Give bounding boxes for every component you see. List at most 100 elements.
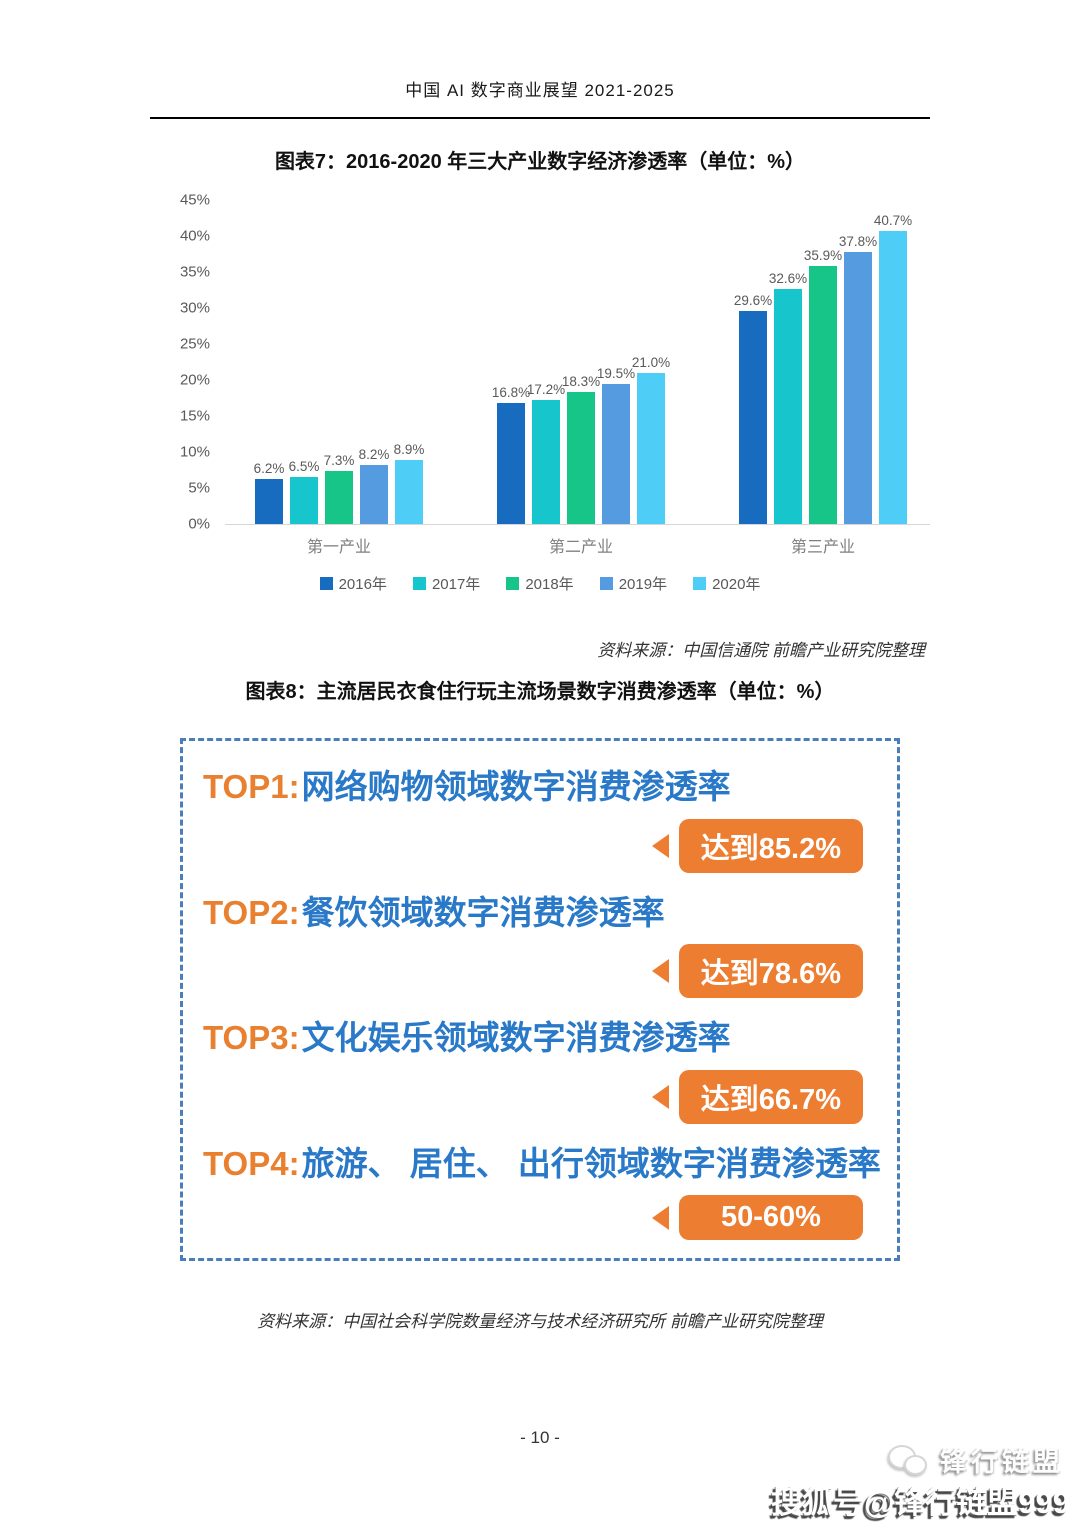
bar-group: 16.8% 17.2% 18.3% 19.5% 21.0% <box>492 355 670 524</box>
bar-chart: 45% 40% 35% 30% 25% 20% 15% 10% 5% 0% 6.2% 6.5% 7.3… <box>150 192 930 557</box>
bar-2019年-第一产业: 8.2% <box>358 446 390 524</box>
y-axis: 45% 40% 35% 30% 25% 20% 15% 10% 5% 0% <box>150 192 225 533</box>
bar-value-label: 35.9% <box>803 247 843 263</box>
category-label: 第一产业 <box>306 539 371 556</box>
legend-item: 2020年 <box>693 573 760 594</box>
bar <box>879 230 907 524</box>
badge-row: 达到66.7% <box>203 1069 863 1124</box>
bar-value-label: 29.6% <box>733 292 773 308</box>
bar-value-label: 40.7% <box>873 212 913 228</box>
plot-area: 6.2% 6.5% 7.3% 8.2% 8.9% 16.8% 17.2% 18.3% 19.5%… <box>225 200 930 525</box>
figure8-source: 资料来源：中国社会科学院数量经济与技术经济研究所 前瞻产业研究院整理 <box>257 1312 823 1332</box>
bar-2019年-第二产业: 19.5% <box>597 366 635 524</box>
watermark-brand-text: 锋行链盟 <box>940 1447 1064 1477</box>
y-axis-tick: 15% <box>179 407 210 425</box>
bar <box>395 459 423 524</box>
plot-wrap: 6.2% 6.5% 7.3% 8.2% 8.9% 16.8% 17.2% 18.3% 19.5%… <box>225 200 930 557</box>
top-item-label: 旅游、 居住、 出行领域数字消费渗透率 <box>301 1144 881 1182</box>
bar <box>497 403 525 524</box>
y-axis-tick: 45% <box>179 191 210 209</box>
bar <box>637 372 665 524</box>
bar-2017年-第一产业: 6.5% <box>288 459 320 524</box>
legend-label: 2018年 <box>525 576 574 593</box>
bar <box>255 479 283 524</box>
bar-group: 29.6% 32.6% 35.9% 37.8% 40.7% <box>734 213 912 524</box>
bar-value-label: 16.8% <box>491 385 531 401</box>
bar-2017年-第二产业: 17.2% <box>527 382 565 524</box>
badge-row: 50-60% <box>203 1195 863 1241</box>
y-axis-tick: 30% <box>179 299 210 317</box>
value-badge: 达到66.7% <box>678 1069 863 1124</box>
value-badge: 达到85.2% <box>678 818 863 873</box>
legend-swatch-icon <box>319 577 333 590</box>
y-axis-tick: 5% <box>188 479 210 497</box>
legend-label: 2016年 <box>338 576 387 593</box>
left-arrow-icon <box>651 959 669 984</box>
bar-value-label: 21.0% <box>631 354 671 370</box>
legend-label: 2017年 <box>431 576 481 593</box>
top-rank-label: TOP1: <box>203 768 300 805</box>
bar-2017年-第三产业: 32.6% <box>769 271 807 524</box>
bar <box>532 400 560 524</box>
figure8-panel: TOP1:网络购物领域数字消费渗透率达到85.2% TOP2:餐饮领域数字消费渗透… <box>180 738 900 1262</box>
figure8-title: 图表8：主流居民衣食住行玩主流场景数字消费渗透率（单位：%） <box>245 681 835 703</box>
bar-value-label: 8.2% <box>358 446 390 462</box>
badge-row: 达到78.6% <box>203 944 863 999</box>
bar-value-label: 19.5% <box>596 365 636 381</box>
top-item-label: 餐饮领域数字消费渗透率 <box>301 893 665 931</box>
top-rank-label: TOP2: <box>203 893 300 931</box>
top-item: TOP1:网络购物领域数字消费渗透率达到85.2% <box>203 767 869 873</box>
bar-value-label: 6.5% <box>288 459 320 475</box>
value-badge: 50-60% <box>679 1195 863 1241</box>
speech-bubbles-logo-icon <box>886 1443 932 1477</box>
top-item-label: 文化娱乐领域数字消费渗透率 <box>301 1019 731 1057</box>
bar-2016年-第二产业: 16.8% <box>492 385 530 524</box>
bar-value-label: 18.3% <box>561 374 601 390</box>
bar <box>567 392 595 524</box>
header-divider <box>150 117 930 119</box>
bar <box>844 251 872 524</box>
top-item: TOP2:餐饮领域数字消费渗透率 达到78.6% <box>203 893 869 999</box>
category-label: 第三产业 <box>790 539 855 556</box>
category-label: 第二产业 <box>548 539 613 556</box>
bar-2020年-第二产业: 21.0% <box>632 355 670 524</box>
legend-label: 2019年 <box>618 576 668 593</box>
top-item-heading: TOP4:旅游、 居住、 出行领域数字消费渗透率 <box>203 1144 881 1184</box>
legend-item: 2019年 <box>599 573 668 594</box>
bar-2018年-第二产业: 18.3% <box>562 374 600 524</box>
category-labels: 第一产业 第二产业 第三产业 <box>225 533 930 557</box>
top-item: TOP4:旅游、 居住、 出行领域数字消费渗透率 50-60% <box>203 1144 881 1241</box>
bar <box>290 477 318 524</box>
legend-swatch-icon <box>412 577 426 590</box>
bar-value-label: 8.9% <box>393 441 425 457</box>
bar-value-label: 37.8% <box>838 233 878 249</box>
watermark: 锋行链盟 搜狐号@锋行链盟999 <box>771 1440 1070 1522</box>
header-title: 中国 AI 数字商业展望 2021-2025 <box>405 81 675 100</box>
left-arrow-icon <box>652 1205 669 1230</box>
legend-item: 2018年 <box>506 573 574 594</box>
top-item: TOP3:文化娱乐领域数字消费渗透率达到66.7% <box>203 1018 869 1124</box>
bar-2019年-第三产业: 37.8% <box>839 234 877 524</box>
legend-item: 2017年 <box>412 573 481 594</box>
top-item-heading: TOP2:餐饮领域数字消费渗透率 <box>203 893 869 933</box>
top-rank-label: TOP3: <box>203 1019 300 1057</box>
legend-item: 2016年 <box>319 573 387 594</box>
value-badge: 达到78.6% <box>678 944 863 999</box>
left-arrow-icon <box>651 1084 669 1109</box>
page-number: - 10 - <box>520 1428 560 1448</box>
legend-swatch-icon <box>599 577 613 590</box>
chart-legend: 2016年 2017年 2018年 2019年 2020年 <box>0 573 1080 594</box>
top-item-heading: TOP3:文化娱乐领域数字消费渗透率 <box>203 1018 869 1058</box>
bar-value-label: 6.2% <box>253 461 285 477</box>
y-axis-tick: 10% <box>179 443 210 461</box>
bar-value-label: 32.6% <box>768 271 808 287</box>
badge-row: 达到85.2% <box>203 818 863 873</box>
bar-2016年-第三产业: 29.6% <box>734 293 772 524</box>
top-item-heading: TOP1:网络购物领域数字消费渗透率 <box>203 767 869 807</box>
watermark-brand-row: 锋行链盟 <box>771 1440 1064 1479</box>
y-axis-tick: 40% <box>179 227 210 245</box>
legend-label: 2020年 <box>712 576 761 593</box>
bar <box>325 471 353 524</box>
y-axis-tick: 0% <box>188 515 210 533</box>
